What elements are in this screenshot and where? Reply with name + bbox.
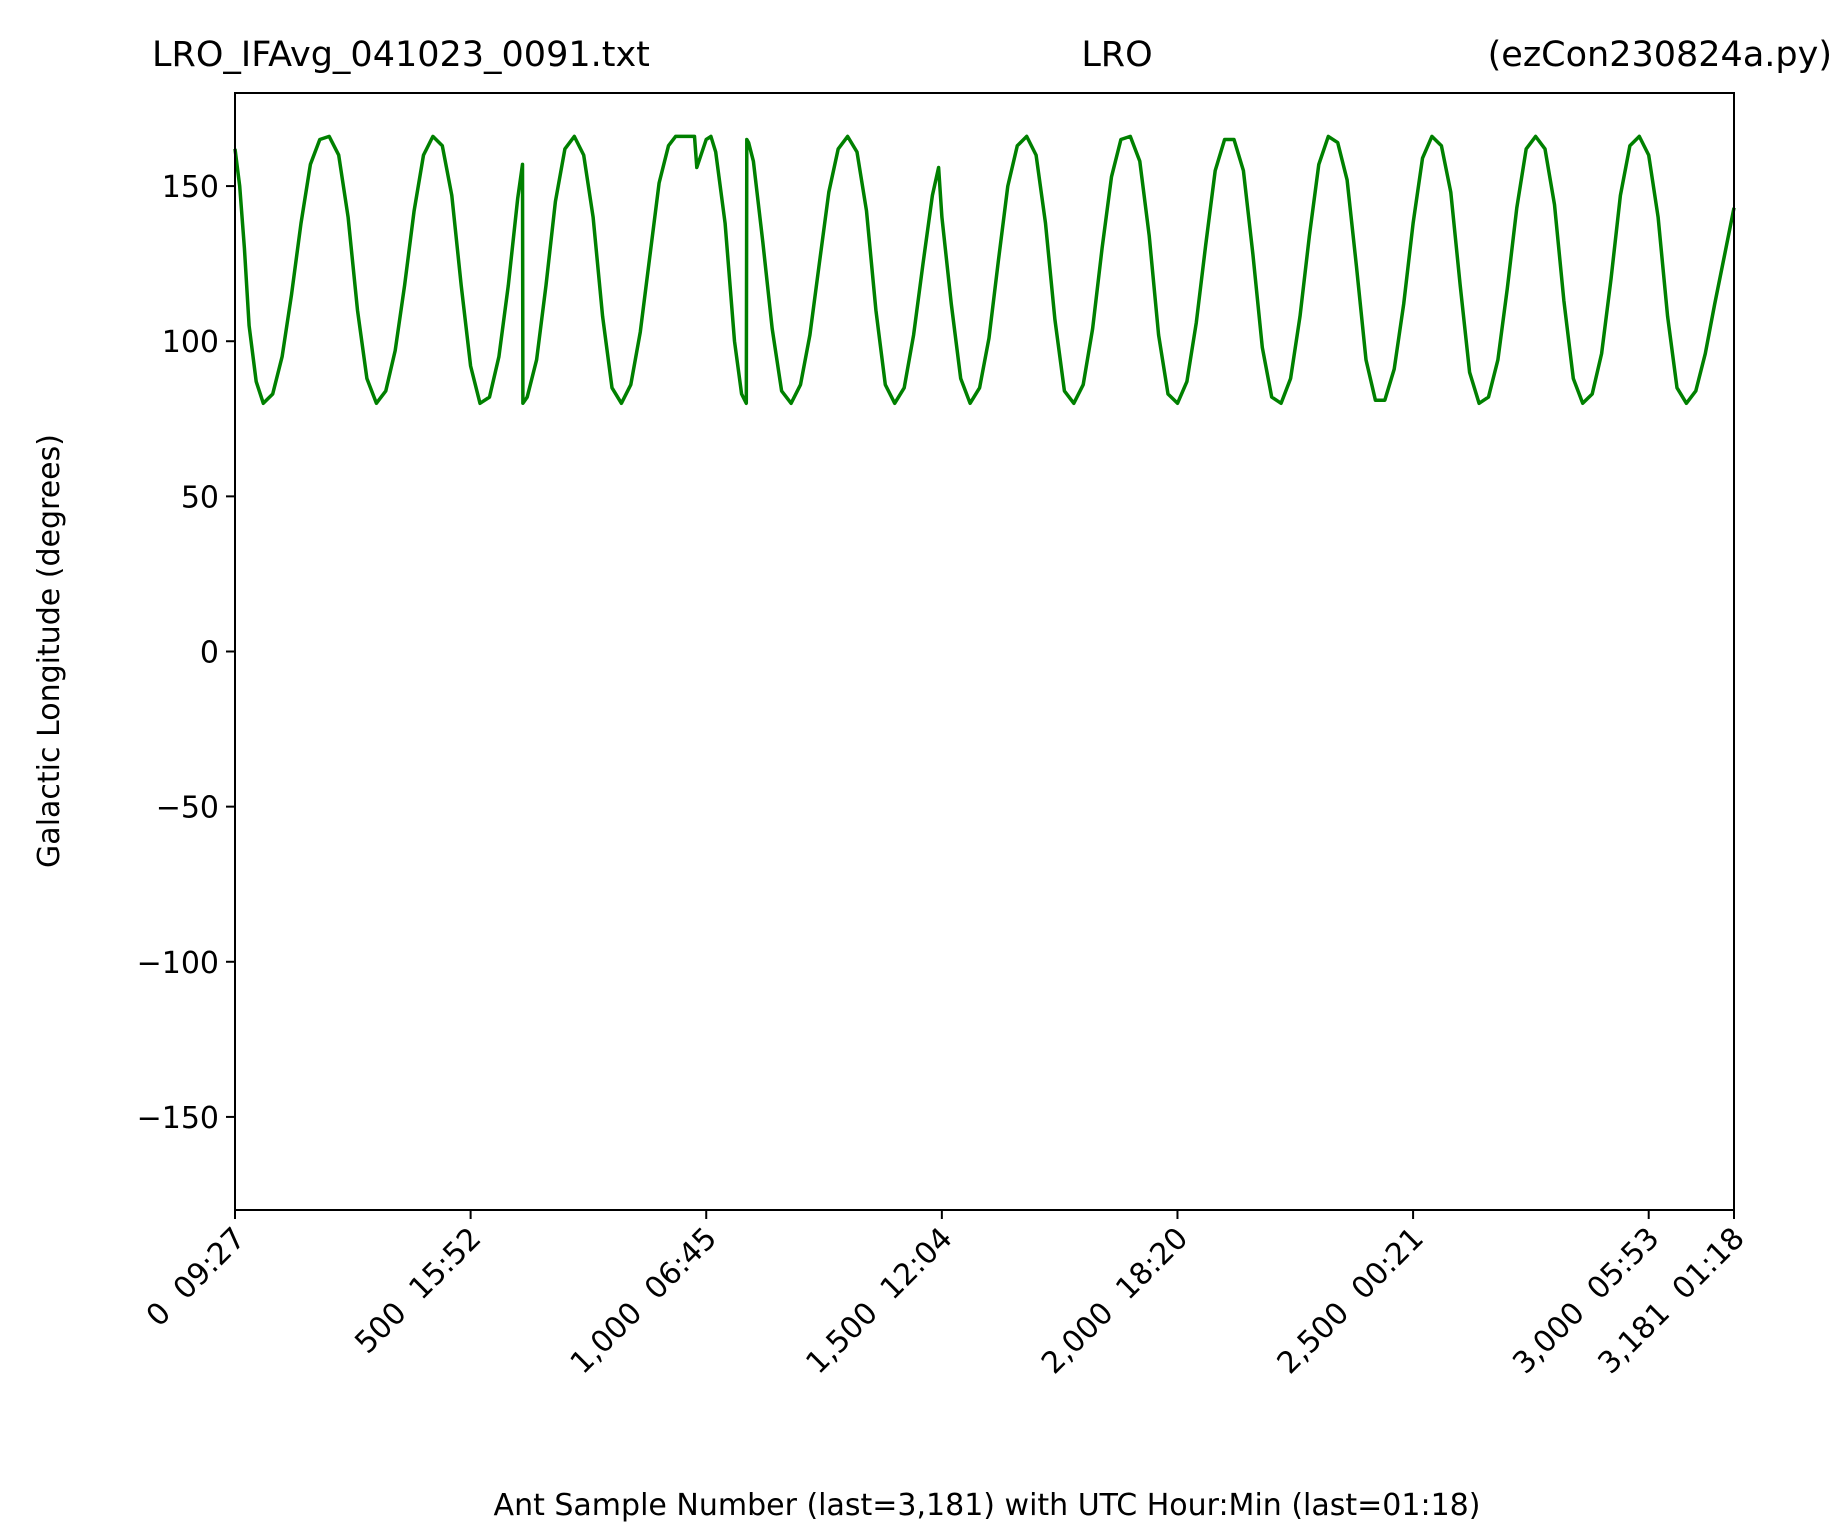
y-tick-label: −100 bbox=[137, 946, 219, 981]
x-axis-label: Ant Sample Number (last=3,181) with UTC … bbox=[494, 1488, 1481, 1523]
y-tick-label: −150 bbox=[137, 1101, 219, 1136]
plot-frame bbox=[234, 92, 1735, 1211]
y-tick-label: −50 bbox=[156, 791, 219, 826]
chart-title-right: (ezCon230824a.py) bbox=[1488, 35, 1832, 75]
series-line bbox=[233, 134, 1736, 406]
chart-title-left: LRO_IFAvg_041023_0091.txt bbox=[152, 35, 650, 75]
y-axis: 150 100 50 0 −50 −100 −150 bbox=[137, 170, 235, 1136]
y-tick-label: 100 bbox=[162, 325, 219, 360]
y-tick-label: 50 bbox=[181, 480, 219, 515]
y-tick-label: 150 bbox=[162, 170, 219, 205]
y-tick-label: 0 bbox=[200, 636, 219, 671]
chart-title-center: LRO bbox=[1081, 35, 1152, 75]
y-axis-label: Galactic Longitude (degrees) bbox=[32, 434, 67, 868]
plot-area bbox=[233, 134, 1736, 406]
